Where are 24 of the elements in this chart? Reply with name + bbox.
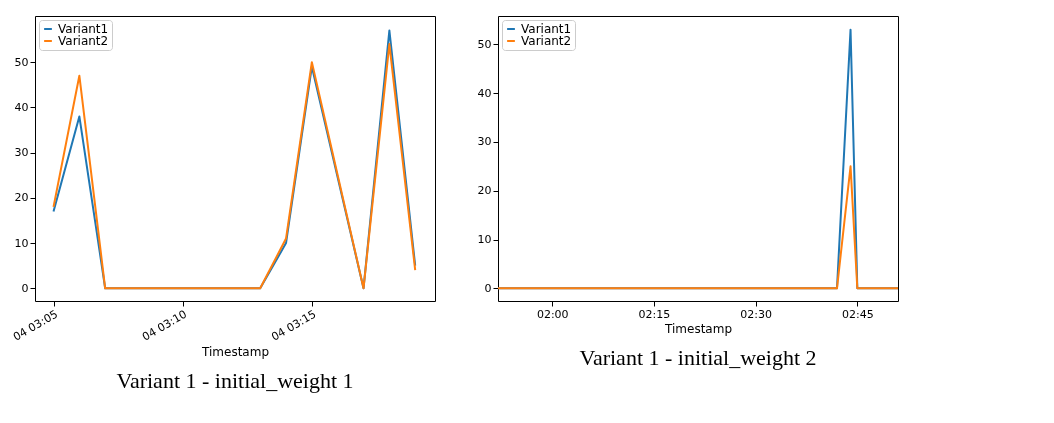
- y-tick-label: 40: [14, 100, 29, 114]
- y-tick-label: 10: [477, 233, 492, 247]
- y-tick-label: 20: [477, 184, 492, 198]
- legend-label: Variant2: [521, 34, 572, 48]
- y-tick-label: 50: [14, 55, 29, 69]
- legend-label: Variant1: [521, 22, 572, 36]
- y-tick-label: 30: [477, 135, 492, 149]
- x-tick-label: 02:00: [536, 307, 569, 321]
- x-axis-title: Timestamp: [201, 344, 269, 359]
- legend-label: Variant2: [58, 34, 109, 48]
- y-tick-label: 0: [21, 281, 29, 295]
- text: Variant 1 - initial_weight 2: [579, 345, 817, 370]
- x-tick-label: 02:45: [841, 307, 874, 321]
- y-tick-label: 30: [14, 146, 29, 160]
- x-tick-label: 02:15: [638, 307, 671, 321]
- y-tick-label: 40: [477, 86, 492, 100]
- x-axis-title: Timestamp: [664, 321, 732, 336]
- y-tick-label: 20: [14, 191, 29, 205]
- y-tick-label: 10: [14, 236, 29, 250]
- y-tick-label: 50: [477, 37, 492, 51]
- x-tick-label: 02:30: [740, 307, 772, 321]
- legend-label: Variant1: [58, 22, 109, 36]
- text: Variant 1 - initial_weight 1: [116, 368, 354, 394]
- y-tick-label: 0: [484, 281, 492, 295]
